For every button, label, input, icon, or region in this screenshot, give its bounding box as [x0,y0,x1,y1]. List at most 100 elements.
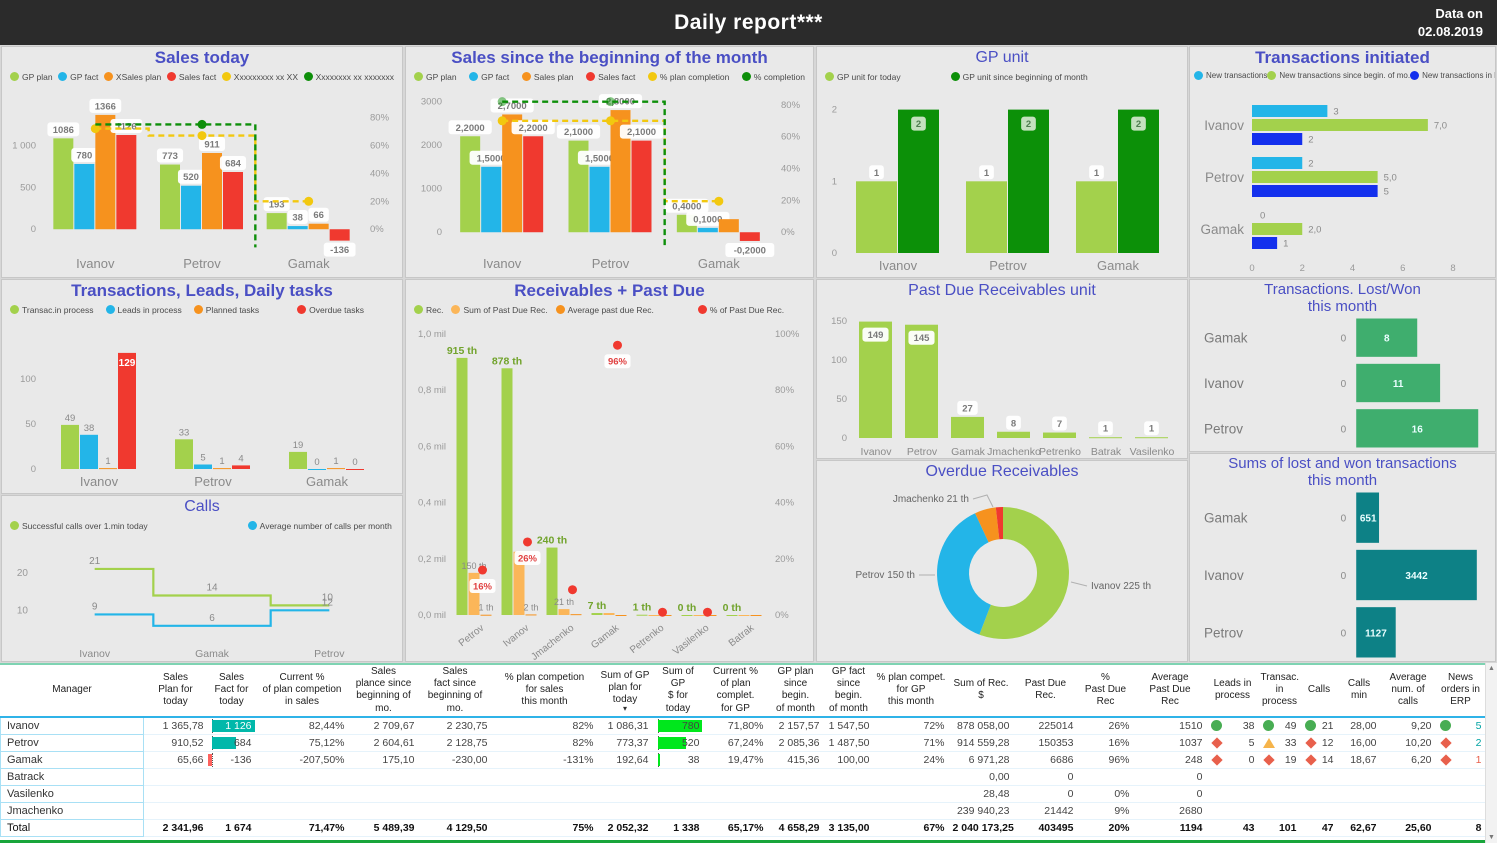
bar-receivables-rec-vasilenko[interactable] [681,615,693,616]
bar-tld-planned-tasks-ivanov[interactable] [99,468,117,470]
bar-sales-today-gp-fact-petrov[interactable] [181,185,201,230]
bar-tld-transac-in-process-gamak[interactable] [289,451,307,469]
table-scrollbar[interactable]: ▲ ▼ [1485,663,1497,843]
bar-sales-today-sales-fact-gamak[interactable] [329,229,350,241]
bar-gp-unit-gp-unit-since-beginning-of-month-ivanov[interactable] [898,109,939,253]
bar-receivables-rec-petrenko[interactable] [636,614,648,616]
pct-dot[interactable] [658,607,667,617]
bar-receivables-average-past-due-rec-ivanov[interactable] [525,614,537,616]
table-row-batrack[interactable]: Batrack 0,00 0 0 [0,767,1486,786]
bar-sales-today-gp-plan-gamak[interactable] [266,213,287,230]
bar-receivables-average-past-due-rec-petrenko[interactable] [660,615,672,616]
bar-past-due-unit-past-due-receivables-unit-petrenko[interactable] [1043,432,1076,438]
bar-tld-planned-tasks-gamak[interactable] [327,468,345,470]
bar-sales-month-sales-fact-ivanov[interactable] [523,136,544,233]
column-header[interactable]: Calls [1300,665,1338,718]
bar-receivables-sum-of-past-due-rec-jmachenko[interactable] [558,609,570,615]
bar-sales-today-gp-plan-petrov[interactable] [160,164,180,230]
bar-receivables-rec-jmachenko[interactable] [546,547,558,615]
line-successful-calls-over-1-min-today[interactable] [94,567,330,607]
overlay-dot[interactable] [197,119,207,129]
overlay-dot[interactable] [606,97,615,107]
overlay-dot[interactable] [497,116,507,126]
legend-item[interactable]: GP unit since beginning of month [950,72,1088,82]
column-header[interactable]: Sales Fact for today [207,665,256,718]
bar-sales-today-xsales-plan-gamak[interactable] [308,223,329,230]
bar-receivables-rec-gamak[interactable] [591,613,603,615]
bar-transactions-initiated-new-transactions-since-begin-of-mo-gamak[interactable] [1252,223,1303,235]
bar-receivables-rec-petrov[interactable] [456,357,468,615]
bar-sales-month-gp-fact-ivanov[interactable] [481,166,502,233]
bar-sales-month-gp-plan-ivanov[interactable] [460,136,481,233]
overlay-dot[interactable] [90,124,100,134]
column-header[interactable]: Calls min [1337,665,1381,718]
bar-receivables-rec-ivanov[interactable] [501,368,513,615]
bar-sales-month-sales-plan-gamak[interactable] [718,219,739,233]
bar-sales-today-xsales-plan-ivanov[interactable] [95,114,116,230]
bar-lost-won-petrov[interactable] [1356,409,1479,448]
bar-receivables-sum-of-past-due-rec-batrak[interactable] [738,615,750,616]
bar-sums-lost-won-petrov[interactable] [1356,607,1396,658]
legend-item[interactable]: GP fact [469,72,509,82]
legend-item[interactable]: Xxxxxxxx xx xxxxxxx [303,72,394,82]
bar-tld-overdue-tasks-ivanov[interactable] [118,352,136,469]
bar-transactions-initiated-new-transactions-in-erp-petrov[interactable] [1252,185,1378,197]
legend-item[interactable]: Leads in process [105,305,182,315]
column-header[interactable]: GP plan since begin. of month [767,665,824,718]
table-row-ivanov[interactable]: Ivanov 1 365,78 1 126 82,44% 2 709,67 2 230,7… [0,716,1486,735]
bar-sums-lost-won-ivanov[interactable] [1356,549,1477,601]
pct-dot[interactable] [613,340,622,350]
column-header[interactable]: Average Past Due Rec [1133,665,1207,718]
column-header[interactable]: Transac. in process [1258,665,1301,718]
bar-sales-month-gp-fact-gamak[interactable] [697,227,718,233]
bar-gp-unit-gp-unit-for-today-ivanov[interactable] [856,181,897,253]
legend-item[interactable]: Sales fact [586,72,635,82]
bar-tld-transac-in-process-ivanov[interactable] [61,424,79,469]
column-header[interactable]: News orders in ERP [1435,665,1486,718]
bar-transactions-initiated-new-transactions-in-erp-gamak[interactable] [1252,237,1278,249]
bar-transactions-initiated-new-transactions-petrov[interactable] [1252,157,1303,169]
overlay-dot[interactable] [197,131,207,141]
pct-dot[interactable] [478,565,487,575]
legend-item[interactable]: Successful calls over 1.min today [10,521,148,531]
bar-receivables-sum-of-past-due-rec-gamak[interactable] [603,613,615,615]
bar-past-due-unit-past-due-receivables-unit-gamak[interactable] [951,416,984,438]
bar-sums-lost-won-gamak[interactable] [1356,492,1380,543]
legend-item[interactable]: Sales plan [521,72,574,82]
column-header[interactable]: Sum of GP $ for today [652,665,704,718]
legend-item[interactable]: Average number of calls per month [247,521,392,531]
legend-item[interactable]: % plan completion [647,72,729,82]
overlay-dot[interactable] [606,116,615,126]
bar-sales-month-gp-fact-petrov[interactable] [589,166,610,233]
donut-slice-ivanov[interactable] [979,507,1070,639]
bar-sales-today-sales-fact-petrov[interactable] [223,171,243,230]
column-header[interactable]: % plan compet. for GP this month [873,665,949,718]
bar-transactions-initiated-new-transactions-ivanov[interactable] [1252,105,1328,117]
bar-receivables-average-past-due-rec-batrak[interactable] [750,615,762,616]
table-row-gamak[interactable]: Gamak 65,66 -136 -207,50% 175,10 -230,00 -131%… [0,750,1486,769]
bar-lost-won-ivanov[interactable] [1356,363,1441,403]
pct-dot[interactable] [568,585,577,595]
column-header[interactable]: Manager [0,665,144,718]
column-header[interactable]: % plan competion for sales this month [491,665,598,718]
bar-receivables-sum-of-past-due-rec-ivanov[interactable] [513,551,525,615]
bar-tld-transac-in-process-petrov[interactable] [175,439,193,469]
overlay-dot[interactable] [497,97,507,107]
legend-item[interactable]: Planned tasks [193,305,259,315]
column-header[interactable]: Sales fact since beginning of mo. [418,665,492,718]
bar-tld-overdue-tasks-gamak[interactable] [346,469,364,470]
legend-item[interactable]: GP fact [58,72,98,82]
bar-sales-month-sales-plan-ivanov[interactable] [502,114,523,233]
column-header[interactable]: Leads in process [1206,665,1259,718]
legend-item[interactable]: New transactions in ERP [1410,71,1495,80]
bar-receivables-average-past-due-rec-jmachenko[interactable] [570,614,582,616]
bar-transactions-initiated-new-transactions-since-begin-of-mo-ivanov[interactable] [1252,119,1428,131]
legend-item[interactable]: GP unit for today [825,72,901,82]
bar-receivables-rec-batrak[interactable] [726,615,738,616]
legend-item[interactable]: GP plan [10,72,53,82]
legend-item[interactable]: New transactions since begin. of mo. [1267,71,1410,80]
table-row-total[interactable]: Total 2 341,96 1 674 71,47% 5 489,39 4 129,50… [0,818,1486,837]
bar-tld-planned-tasks-petrov[interactable] [213,468,231,470]
bar-transactions-initiated-new-transactions-in-erp-ivanov[interactable] [1252,133,1303,145]
donut-slice-jmachenko[interactable] [975,507,1000,543]
